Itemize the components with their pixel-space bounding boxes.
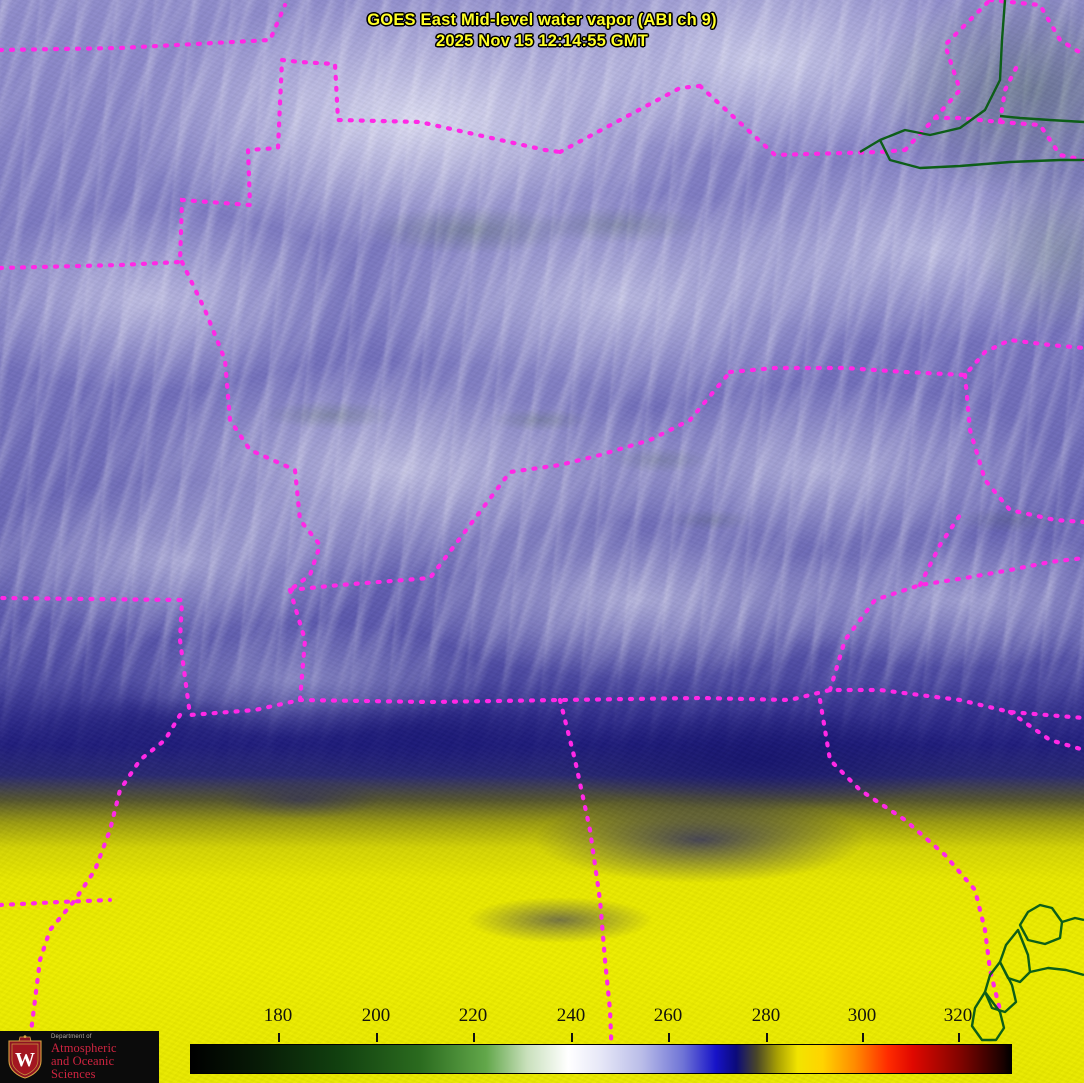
colorbar-tick-mark xyxy=(278,1033,280,1042)
colorbar-tick-labels: 180 200 220 240 260 280 300 320 xyxy=(0,1005,1084,1033)
uw-aos-logo: W Department of Atmospheric and Oceanic … xyxy=(0,1031,159,1083)
colorbar-tick-mark xyxy=(668,1033,670,1042)
colorbar-tick-mark xyxy=(862,1033,864,1042)
logo-line-2: and Oceanic Sciences xyxy=(51,1054,115,1081)
colorbar-tick-mark xyxy=(571,1033,573,1042)
colorbar-group: 180 200 220 240 260 280 300 320 xyxy=(0,1005,1084,1083)
colorbar-tick-label: 200 xyxy=(361,1005,391,1026)
colorbar-tick-marks xyxy=(0,1033,1084,1043)
colorbar-tick-label: 220 xyxy=(458,1005,488,1026)
colorbar-tick-mark xyxy=(473,1033,475,1042)
colorbar-tick-label: 260 xyxy=(653,1005,683,1026)
logo-department-label: Department of xyxy=(51,1033,92,1040)
uw-crest-icon: W xyxy=(8,1035,42,1079)
colorbar-tick-label: 300 xyxy=(847,1005,877,1026)
logo-line-1: Atmospheric xyxy=(51,1040,117,1055)
colorbar-tick-mark xyxy=(958,1033,960,1042)
colorbar-tick-mark xyxy=(376,1033,378,1042)
colorbar-tick-label: 280 xyxy=(751,1005,781,1026)
svg-text:W: W xyxy=(15,1049,35,1071)
colorbar-tick-label: 180 xyxy=(263,1005,293,1026)
colorbar-tick-label: 240 xyxy=(556,1005,586,1026)
colorbar-tick-mark xyxy=(766,1033,768,1042)
colorbar-gradient xyxy=(190,1044,1012,1074)
logo-text: Department of Atmospheric and Oceanic Sc… xyxy=(51,1034,159,1081)
colorbar-tick-label: 320 xyxy=(943,1005,973,1026)
